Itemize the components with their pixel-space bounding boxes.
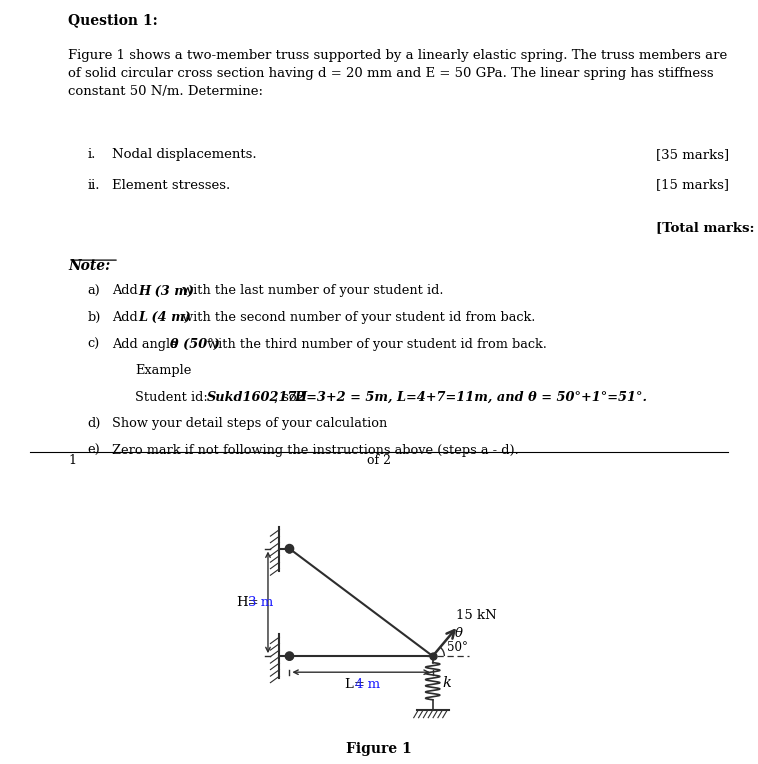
Text: θ: θ xyxy=(455,627,463,640)
Text: a): a) xyxy=(87,284,100,297)
Text: Figure 1: Figure 1 xyxy=(346,742,412,756)
Text: , so: , so xyxy=(274,391,300,404)
Text: i.: i. xyxy=(87,148,96,161)
Text: [15 marks]: [15 marks] xyxy=(656,179,728,192)
Text: 4 m: 4 m xyxy=(355,678,380,691)
Text: k: k xyxy=(443,676,452,690)
Text: Sukd1602172: Sukd1602172 xyxy=(207,391,306,404)
Text: L=: L= xyxy=(345,678,369,691)
Text: Nodal displacements.: Nodal displacements. xyxy=(112,148,257,161)
Text: Add: Add xyxy=(112,311,142,324)
Text: Show your detail steps of your calculation: Show your detail steps of your calculati… xyxy=(112,417,387,430)
Text: Add: Add xyxy=(112,284,142,297)
Text: [Total marks: 50 marks]: [Total marks: 50 marks] xyxy=(656,222,758,235)
Text: Element stresses.: Element stresses. xyxy=(112,179,230,192)
Text: with the second number of your student id from back.: with the second number of your student i… xyxy=(178,311,535,324)
Text: Add angle: Add angle xyxy=(112,338,182,351)
Text: 3 m: 3 m xyxy=(249,596,274,609)
Text: H=: H= xyxy=(236,596,258,609)
Text: d): d) xyxy=(87,417,101,430)
Text: Student id:: Student id: xyxy=(135,391,211,404)
Text: 1: 1 xyxy=(68,454,77,467)
Text: ii.: ii. xyxy=(87,179,99,192)
Text: θ (50°): θ (50°) xyxy=(170,338,220,351)
Text: Figure 1 shows a two-member truss supported by a linearly elastic spring. The tr: Figure 1 shows a two-member truss suppor… xyxy=(68,49,728,98)
Text: c): c) xyxy=(87,338,99,351)
Text: Zero mark if not following the instructions above (steps a - d).: Zero mark if not following the instructi… xyxy=(112,444,519,457)
Text: e): e) xyxy=(87,444,100,457)
Text: with the third number of your student id from back.: with the third number of your student id… xyxy=(203,338,547,351)
Text: with the last number of your student id.: with the last number of your student id. xyxy=(178,284,443,297)
Text: H (3 m): H (3 m) xyxy=(138,284,194,297)
Text: L (4 m): L (4 m) xyxy=(138,311,191,324)
Circle shape xyxy=(286,545,293,552)
Text: [35 marks]: [35 marks] xyxy=(656,148,728,161)
Text: 50°: 50° xyxy=(447,641,468,654)
Text: Example: Example xyxy=(135,364,191,377)
Text: Note:: Note: xyxy=(68,259,111,274)
Text: of 2: of 2 xyxy=(367,454,391,467)
Text: b): b) xyxy=(87,311,101,324)
Text: H=3+2 = 5m, L=4+7=11m, and θ = 50°+1°=51°.: H=3+2 = 5m, L=4+7=11m, and θ = 50°+1°=51… xyxy=(294,391,647,404)
Text: 15 kN: 15 kN xyxy=(456,609,497,622)
Circle shape xyxy=(286,652,293,660)
Text: Question 1:: Question 1: xyxy=(68,13,158,28)
